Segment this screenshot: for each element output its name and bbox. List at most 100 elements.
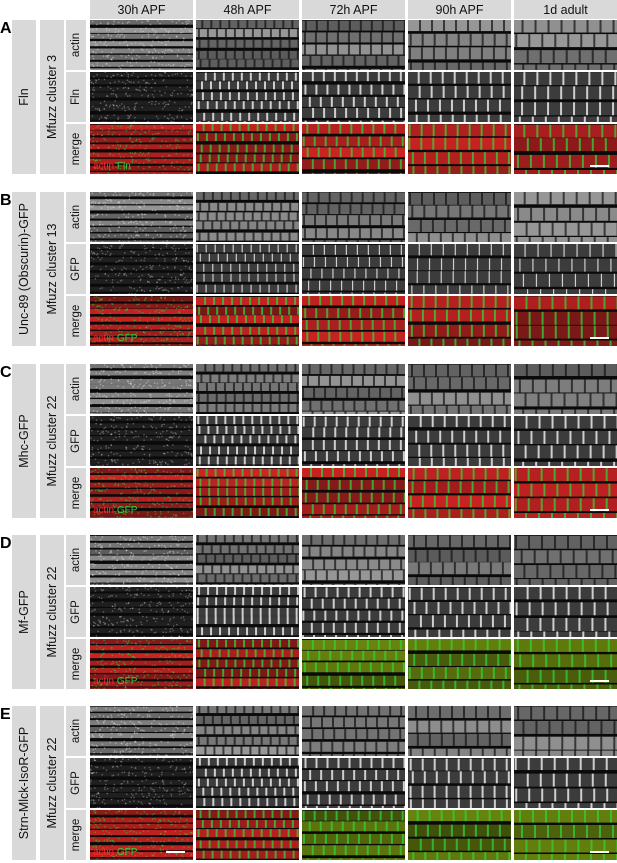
- micrograph: actin GFP: [90, 810, 193, 860]
- row-label: GFP: [66, 416, 86, 466]
- channel-legend: actin GFP: [93, 505, 137, 516]
- micrograph-texture: [196, 468, 299, 518]
- scale-bar: [166, 851, 185, 853]
- micrograph-texture: [514, 587, 617, 637]
- row-label: merge: [66, 296, 86, 346]
- row-label-text: merge: [70, 647, 82, 681]
- micrograph-texture: [408, 72, 511, 122]
- micrograph-texture: [514, 20, 617, 70]
- row-label-text: actin: [70, 547, 82, 573]
- panel-letter: C: [0, 364, 12, 381]
- micrograph: [408, 468, 511, 518]
- micrograph: actin Fln: [90, 124, 193, 174]
- row-label: Fln: [66, 72, 86, 122]
- micrograph-texture: [514, 535, 617, 585]
- micrograph: [408, 810, 511, 860]
- micrograph-texture: [302, 758, 405, 808]
- micrograph: [302, 296, 405, 346]
- micrograph-texture: [196, 364, 299, 414]
- micrograph-texture: [408, 416, 511, 466]
- micrograph-texture: [302, 468, 405, 518]
- channel-legend-actin: actin: [93, 161, 115, 172]
- column-header: 72h APF: [302, 0, 405, 19]
- micrograph: [302, 468, 405, 518]
- micrograph: [90, 706, 193, 756]
- micrograph-texture: [302, 535, 405, 585]
- gene-label-text: Mf-GFP: [17, 590, 31, 634]
- micrograph-texture: [90, 244, 193, 294]
- column-header: 1d adult: [514, 0, 617, 19]
- micrograph: [196, 706, 299, 756]
- gene-label-text: Strn-Mlck-IsoR-GFP: [17, 726, 31, 840]
- micrograph: [408, 192, 511, 242]
- micrograph: [408, 587, 511, 637]
- row-label-text: actin: [70, 204, 82, 230]
- row-label: GFP: [66, 244, 86, 294]
- panel-letter: A: [0, 20, 12, 37]
- micrograph: [514, 810, 617, 860]
- micrograph-texture: [90, 192, 193, 242]
- cluster-label-text: Mfuzz cluster 22: [45, 566, 59, 658]
- panel-letter: E: [0, 706, 11, 723]
- gene-label-text: Unc-89 (Obscurin)-GFP: [17, 203, 31, 335]
- panel-letter: B: [0, 192, 12, 209]
- micrograph: actin GFP: [90, 468, 193, 518]
- micrograph: [196, 587, 299, 637]
- micrograph: [90, 72, 193, 122]
- channel-legend-marker: Fln: [116, 161, 131, 172]
- micrograph-texture: [408, 468, 511, 518]
- row-label-text: GFP: [70, 429, 82, 453]
- row-label-text: actin: [70, 376, 82, 402]
- micrograph: [302, 810, 405, 860]
- micrograph: [514, 639, 617, 689]
- micrograph: [302, 20, 405, 70]
- micrograph-texture: [302, 20, 405, 70]
- micrograph: [302, 72, 405, 122]
- channel-legend-actin: actin: [93, 505, 115, 516]
- row-label-text: merge: [70, 304, 82, 338]
- channel-legend-actin: actin: [93, 676, 115, 687]
- micrograph-texture: [302, 706, 405, 756]
- micrograph: [408, 758, 511, 808]
- micrograph: [302, 124, 405, 174]
- micrograph: [302, 416, 405, 466]
- micrograph: [514, 192, 617, 242]
- micrograph-texture: [408, 706, 511, 756]
- gene-label: Fln: [12, 20, 36, 174]
- micrograph-texture: [302, 587, 405, 637]
- micrograph: [90, 758, 193, 808]
- micrograph-texture: [196, 810, 299, 860]
- micrograph: [302, 587, 405, 637]
- micrograph: [514, 72, 617, 122]
- micrograph-texture: [514, 192, 617, 242]
- micrograph-texture: [90, 296, 193, 346]
- row-label-text: GFP: [70, 600, 82, 624]
- micrograph: [408, 244, 511, 294]
- micrograph-texture: [302, 244, 405, 294]
- micrograph: [408, 706, 511, 756]
- channel-legend: actin Fln: [93, 161, 131, 172]
- micrograph: [90, 364, 193, 414]
- micrograph-texture: [90, 364, 193, 414]
- scale-bar: [590, 509, 609, 511]
- row-label: actin: [66, 706, 86, 756]
- micrograph-texture: [408, 758, 511, 808]
- micrograph-texture: [90, 587, 193, 637]
- channel-legend: actin GFP: [93, 333, 137, 344]
- channel-legend-actin: actin: [93, 333, 115, 344]
- micrograph-texture: [90, 416, 193, 466]
- gene-label: Mf-GFP: [12, 535, 36, 689]
- micrograph-texture: [514, 416, 617, 466]
- micrograph-texture: [90, 72, 193, 122]
- cluster-label: Mfuzz cluster 3: [40, 20, 64, 174]
- micrograph: [196, 416, 299, 466]
- row-label-text: merge: [70, 818, 82, 852]
- micrograph: [196, 124, 299, 174]
- micrograph-texture: [90, 124, 193, 174]
- micrograph-texture: [408, 639, 511, 689]
- micrograph: [302, 535, 405, 585]
- micrograph: [302, 758, 405, 808]
- micrograph: actin GFP: [90, 639, 193, 689]
- micrograph-texture: [196, 535, 299, 585]
- micrograph: [514, 244, 617, 294]
